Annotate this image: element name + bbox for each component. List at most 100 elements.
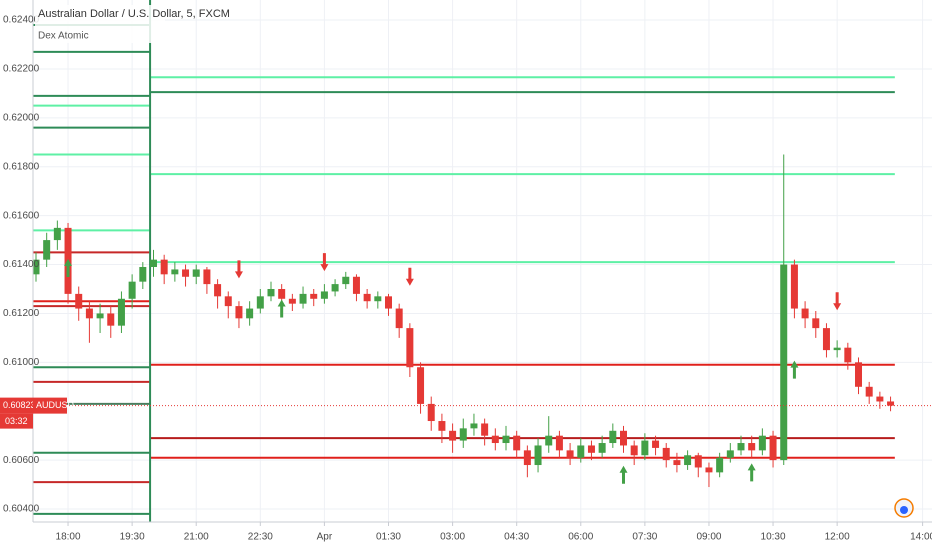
x-tick-label: 01:30 bbox=[376, 532, 401, 543]
y-tick-label: 0.60600 bbox=[3, 455, 40, 466]
candle-body bbox=[716, 457, 724, 473]
candle-body bbox=[406, 328, 414, 368]
candle-body bbox=[844, 347, 852, 363]
candle-body bbox=[32, 259, 40, 275]
buy-arrow bbox=[64, 258, 73, 277]
candle-body bbox=[310, 293, 318, 299]
candle-body bbox=[149, 259, 157, 267]
candle-body bbox=[320, 291, 328, 299]
candle-body bbox=[673, 460, 681, 466]
countdown-box bbox=[0, 413, 33, 429]
candle-body bbox=[598, 443, 606, 453]
candle-body bbox=[876, 396, 884, 402]
x-tick-label: 14:00 bbox=[910, 532, 932, 543]
candle-body bbox=[171, 269, 179, 275]
x-tick-label: 10:30 bbox=[761, 532, 786, 543]
candle-body bbox=[278, 288, 286, 299]
candle-body bbox=[256, 296, 264, 309]
candle-body bbox=[107, 313, 115, 326]
candle-body bbox=[139, 266, 147, 282]
logo-dot bbox=[900, 506, 908, 514]
x-tick-label: 19:30 bbox=[120, 532, 145, 543]
candle-body bbox=[577, 445, 585, 458]
x-tick-label: 21:00 bbox=[184, 532, 209, 543]
buy-arrow bbox=[619, 465, 628, 484]
candle-body bbox=[801, 308, 809, 319]
candle-body bbox=[43, 240, 51, 260]
candle-body bbox=[374, 296, 382, 302]
candle-body bbox=[96, 313, 104, 319]
indicator-name: Dex Atomic bbox=[38, 31, 89, 42]
y-tick-label: 0.61400 bbox=[3, 259, 40, 270]
candle-body bbox=[855, 362, 863, 387]
candle-body bbox=[224, 296, 232, 307]
candle-body bbox=[555, 435, 563, 451]
candle-body bbox=[203, 269, 211, 285]
candle-body bbox=[235, 306, 243, 319]
candle-body bbox=[513, 435, 521, 451]
candle-body bbox=[288, 298, 296, 304]
candle-body bbox=[395, 308, 403, 329]
candle-body bbox=[705, 467, 713, 473]
candle-body bbox=[491, 435, 499, 444]
x-tick-label: 07:30 bbox=[632, 532, 657, 543]
y-tick-label: 0.62200 bbox=[3, 64, 40, 75]
candle-body bbox=[85, 308, 93, 319]
candle-body bbox=[246, 308, 254, 319]
y-tick-label: 0.61000 bbox=[3, 357, 40, 368]
candle-body bbox=[566, 450, 574, 458]
candle-body bbox=[417, 367, 425, 404]
candle-body bbox=[641, 440, 649, 456]
candle-body bbox=[887, 401, 895, 406]
candle-body bbox=[192, 269, 200, 277]
candle-body bbox=[160, 259, 168, 275]
x-tick-label: 09:00 bbox=[696, 532, 721, 543]
buy-arrow bbox=[790, 360, 799, 379]
sell-arrow bbox=[833, 292, 842, 311]
candle-body bbox=[684, 455, 692, 466]
candle-body bbox=[812, 318, 820, 329]
candle-body bbox=[790, 264, 798, 309]
candle-body bbox=[53, 227, 61, 241]
x-tick-label: 18:00 bbox=[56, 532, 81, 543]
candle-body bbox=[470, 423, 478, 429]
x-tick-label: 04:30 bbox=[504, 532, 529, 543]
buy-arrow bbox=[747, 463, 756, 482]
candle-body bbox=[449, 430, 457, 441]
x-tick-label: 22:30 bbox=[248, 532, 273, 543]
candle-body bbox=[117, 298, 125, 326]
candle-body bbox=[267, 288, 275, 297]
symbol-box bbox=[33, 397, 67, 414]
candle-body bbox=[758, 435, 766, 451]
candle-body bbox=[182, 269, 190, 277]
candle-body bbox=[662, 447, 670, 461]
candle-body bbox=[523, 450, 531, 466]
candle-body bbox=[865, 386, 873, 397]
legend-box bbox=[35, 5, 165, 43]
buy-arrow bbox=[277, 299, 286, 318]
candle-body bbox=[214, 284, 222, 297]
y-tick-label: 0.62400 bbox=[3, 15, 40, 26]
y-tick-label: 0.61800 bbox=[3, 161, 40, 172]
candle-body bbox=[587, 445, 595, 453]
candle-body bbox=[459, 428, 467, 441]
candle-body bbox=[502, 435, 510, 444]
logo bbox=[894, 498, 914, 518]
candle-body bbox=[545, 435, 553, 446]
candle-body bbox=[384, 296, 392, 309]
countdown-label: 03:32 bbox=[5, 416, 28, 426]
candle-body bbox=[342, 276, 350, 285]
sell-arrow bbox=[234, 260, 243, 279]
chart-title: Australian Dollar / U.S. Dollar, 5, FXCM bbox=[38, 8, 230, 20]
candle-body bbox=[352, 276, 360, 294]
candle-body bbox=[748, 443, 756, 451]
candle-body bbox=[822, 328, 830, 351]
candle-body bbox=[481, 423, 489, 436]
candle-body bbox=[694, 455, 702, 468]
candle-body bbox=[620, 430, 628, 446]
candle-body bbox=[833, 347, 841, 351]
y-tick-label: 0.61200 bbox=[3, 308, 40, 319]
candle-body bbox=[534, 445, 542, 466]
y-tick-label: 0.61600 bbox=[3, 210, 40, 221]
candle-body bbox=[75, 293, 83, 309]
